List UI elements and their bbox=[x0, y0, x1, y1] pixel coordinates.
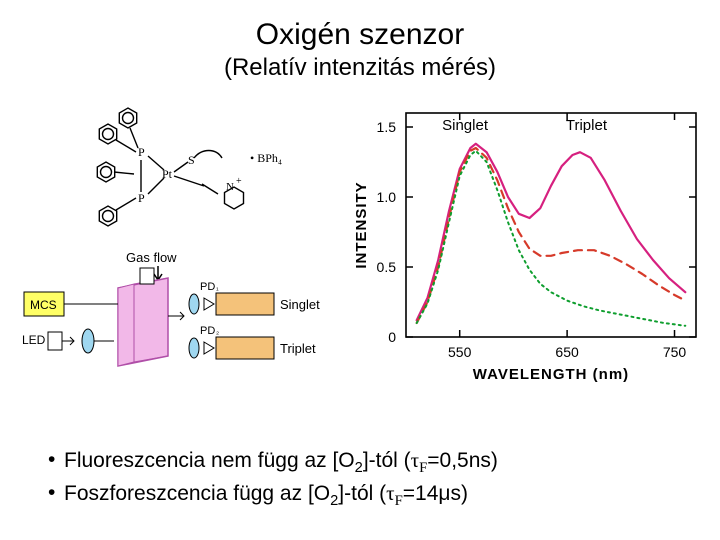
svg-text:₁: ₁ bbox=[216, 283, 219, 292]
svg-text:PD: PD bbox=[200, 325, 215, 337]
svg-text:0.5: 0.5 bbox=[376, 259, 396, 275]
svg-text:WAVELENGTH (nm): WAVELENGTH (nm) bbox=[472, 366, 628, 383]
svg-text:P: P bbox=[138, 191, 145, 205]
svg-text:PD: PD bbox=[200, 281, 215, 293]
molecule-diagram: PtPPSN+• BPh₄ bbox=[58, 94, 298, 244]
bullet-list: • Fluoreszcencia nem függ az [O2]-tól (τ… bbox=[48, 444, 498, 510]
svg-text:N: N bbox=[226, 181, 234, 193]
page-subtitle: (Relatív intenzitás mérés) bbox=[0, 54, 720, 82]
svg-text:MCS: MCS bbox=[30, 298, 57, 312]
bullet-2: • Foszforeszcencia függ az [O2]-tól (τF=… bbox=[48, 481, 498, 510]
svg-text:• BPh₄: • BPh₄ bbox=[250, 151, 282, 165]
svg-text:Triplet: Triplet bbox=[280, 341, 316, 356]
svg-text:650: 650 bbox=[555, 344, 579, 360]
svg-text:S: S bbox=[188, 153, 195, 167]
svg-text:INTENSITY: INTENSITY bbox=[353, 181, 370, 268]
svg-text:P: P bbox=[138, 145, 145, 159]
setup-diagram: Gas flowMCSLEDPD₁SingletPD₂Triplet bbox=[18, 244, 338, 394]
svg-text:+: + bbox=[236, 176, 242, 187]
svg-text:1.5: 1.5 bbox=[376, 119, 396, 135]
svg-text:Singlet: Singlet bbox=[280, 297, 320, 312]
svg-text:Gas flow: Gas flow bbox=[126, 250, 177, 265]
bullet-1: • Fluoreszcencia nem függ az [O2]-tól (τ… bbox=[48, 448, 498, 477]
svg-text:Singlet: Singlet bbox=[442, 117, 489, 134]
svg-text:₂: ₂ bbox=[216, 327, 219, 336]
page-title: Oxigén szenzor bbox=[0, 18, 720, 52]
svg-text:Triplet: Triplet bbox=[565, 117, 607, 134]
svg-text:750: 750 bbox=[662, 344, 686, 360]
svg-text:0: 0 bbox=[388, 329, 396, 345]
svg-text:LED: LED bbox=[22, 333, 46, 347]
svg-text:550: 550 bbox=[448, 344, 472, 360]
intensity-chart: 0 0.5 1.0 1.5 550 650 750 WAVELENGTH (nm) INTENS… bbox=[348, 99, 708, 389]
svg-text:1.0: 1.0 bbox=[376, 189, 396, 205]
